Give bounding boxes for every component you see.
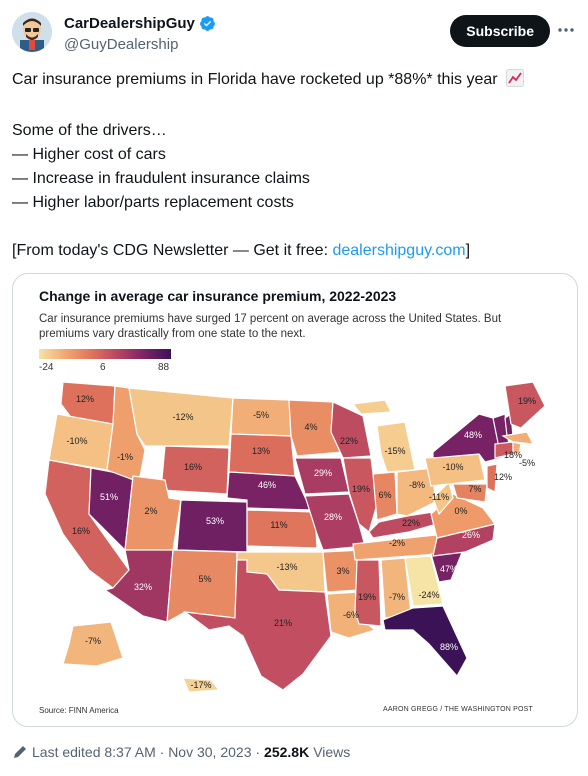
state-value-label: 7% xyxy=(468,484,481,494)
state-value-label: 3% xyxy=(336,566,349,576)
chart-title: Change in average car insurance premium,… xyxy=(39,288,397,304)
state-value-label: -15% xyxy=(384,446,405,456)
legend-max-label: 88 xyxy=(158,362,170,373)
state-value-label: 29% xyxy=(314,468,332,478)
state-nm xyxy=(166,549,238,624)
state-value-label: 21% xyxy=(274,618,292,628)
state-ny xyxy=(432,413,502,463)
state-value-label: 48% xyxy=(464,430,482,440)
legend-mid-label: 6 xyxy=(100,362,106,373)
state-value-label: 12% xyxy=(76,394,94,404)
state-wv xyxy=(432,480,454,516)
state-ne xyxy=(226,471,312,511)
state-wi xyxy=(330,401,372,459)
state-shape xyxy=(351,399,392,415)
state-value-label: -5% xyxy=(253,410,269,420)
driver-item: — Higher cost of cars xyxy=(12,146,166,163)
tweet-body: Car insurance premiums in Florida have r… xyxy=(12,68,572,263)
state-value-label: -5% xyxy=(519,458,535,468)
state-value-label: -7% xyxy=(85,636,101,646)
views-count: 252.8K xyxy=(264,744,310,760)
state-fl xyxy=(382,605,468,678)
state-value-label: -7% xyxy=(389,592,405,602)
state-value-label: 6% xyxy=(378,490,391,500)
state-value-label: 12% xyxy=(494,472,512,482)
verified-badge-icon xyxy=(199,15,216,32)
state-value-label: -11% xyxy=(429,492,449,502)
state-nj xyxy=(486,463,498,493)
author-handle[interactable]: @GuyDealership xyxy=(64,36,179,53)
state-shape xyxy=(501,431,535,445)
newsletter-link[interactable]: dealershipguy.com xyxy=(332,242,466,259)
us-choropleth-map: 12% -10% 16% 51% -1% -12% 16% 2% 32% 53% 5% -5% 13% 4… xyxy=(44,381,546,693)
state-value-label: -24% xyxy=(418,590,439,600)
subscribe-button[interactable]: Subscribe xyxy=(450,15,550,47)
state-value-label: 51% xyxy=(100,492,118,502)
state-value-label: -8% xyxy=(409,480,425,490)
state-value-label: -10% xyxy=(66,436,87,446)
state-value-label: 19% xyxy=(358,592,376,602)
state-value-label: -1% xyxy=(117,452,133,462)
state-mt xyxy=(128,387,234,447)
edited-timestamp[interactable]: Last edited 8:37 AM · Nov 30, 2023 · xyxy=(32,744,261,760)
state-value-label: 19% xyxy=(352,484,370,494)
state-value-label: -13% xyxy=(276,562,297,572)
state-value-label: 22% xyxy=(402,518,420,528)
driver-item: — Increase in fraudulent insurance claim… xyxy=(12,170,310,187)
tweet-headline: Car insurance premiums in Florida have r… xyxy=(12,71,498,88)
tweet-header: CarDealershipGuy @GuyDealership Subscrib… xyxy=(12,12,576,56)
state-value-label: 18% xyxy=(504,450,522,460)
tweet-footer: Last edited 8:37 AM · Nov 30, 2023 · 252… xyxy=(12,744,350,760)
state-value-label: 16% xyxy=(72,526,90,536)
state-value-label: 28% xyxy=(324,512,342,522)
state-value-label: -10% xyxy=(442,462,463,472)
legend-color-scale xyxy=(39,349,171,359)
state-ks xyxy=(246,509,318,549)
state-ak xyxy=(62,621,124,667)
state-value-label: 22% xyxy=(340,436,358,446)
edit-pencil-icon xyxy=(12,744,28,760)
state-value-label: 46% xyxy=(258,480,276,490)
state-co xyxy=(176,499,248,553)
author-name[interactable]: CarDealershipGuy xyxy=(64,15,195,32)
state-me xyxy=(504,381,546,429)
state-value-label: 47% xyxy=(440,564,458,574)
state-ga xyxy=(404,555,444,607)
state-value-label: 4% xyxy=(304,422,317,432)
state-value-label: 88% xyxy=(440,642,458,652)
state-value-label: 16% xyxy=(184,462,202,472)
avatar[interactable] xyxy=(12,12,52,52)
newsletter-prefix: [From today's CDG Newsletter — Get it fr… xyxy=(12,242,333,259)
state-value-label: 53% xyxy=(206,516,224,526)
more-options-icon[interactable] xyxy=(556,20,576,40)
state-ms xyxy=(354,559,382,627)
state-value-label: 13% xyxy=(252,446,270,456)
drivers-intro: Some of the drivers… xyxy=(12,122,167,139)
state-value-label: 5% xyxy=(198,574,211,584)
state-md xyxy=(452,483,488,503)
state-value-label: 19% xyxy=(518,396,536,406)
state-value-label: -17% xyxy=(190,680,211,690)
legend-min-label: -24 xyxy=(39,362,54,373)
state-value-label: 11% xyxy=(270,520,287,530)
state-value-label: 32% xyxy=(134,582,152,592)
chart-increasing-icon xyxy=(506,69,525,95)
state-hi xyxy=(182,677,221,693)
chart-source: Source: FINN America xyxy=(39,706,119,715)
state-value-label: -6% xyxy=(343,610,359,620)
state-ri xyxy=(512,441,522,455)
chart-subtitle: Car insurance premiums have surged 17 pe… xyxy=(39,313,502,340)
state-value-label: -2% xyxy=(389,538,405,548)
views-label: Views xyxy=(313,744,351,760)
state-tx xyxy=(182,559,332,691)
chart-credit: AARON GREGG / THE WASHINGTON POST xyxy=(383,706,533,713)
state-value-label: -12% xyxy=(172,412,193,422)
chart-image-card[interactable]: Change in average car insurance premium,… xyxy=(12,273,578,727)
newsletter-suffix: ] xyxy=(465,242,471,259)
state-value-label: 0% xyxy=(454,506,467,516)
state-value-label: 2% xyxy=(144,506,157,516)
state-value-label: 26% xyxy=(462,530,480,540)
driver-item: — Higher labor/parts replacement costs xyxy=(12,194,294,211)
